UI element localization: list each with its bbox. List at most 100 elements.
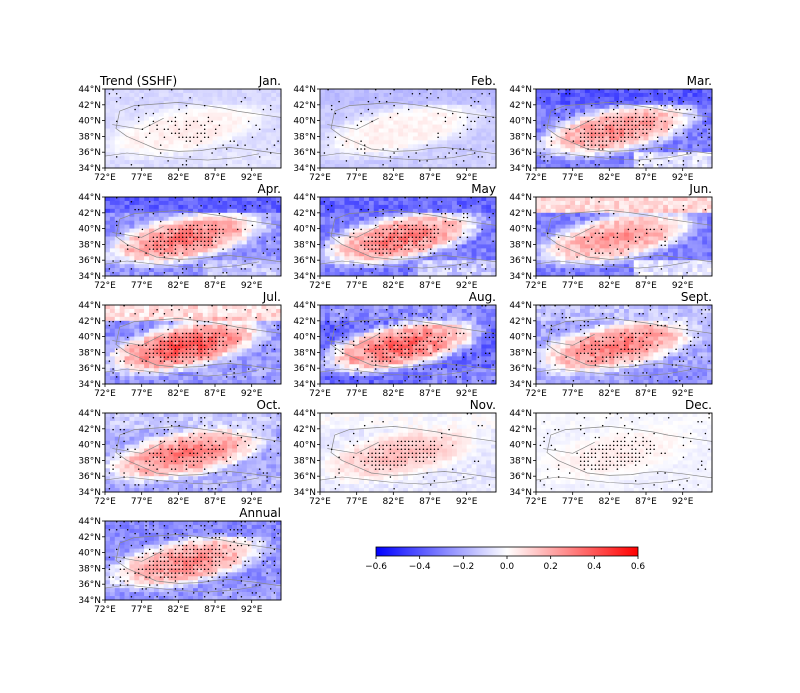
- heatmap-cell: [378, 240, 384, 245]
- heatmap-cell: [609, 244, 615, 249]
- heatmap-cell: [536, 120, 542, 125]
- heatmap-cell: [648, 108, 654, 113]
- heatmap-cell: [388, 244, 394, 249]
- heatmap-cell: [334, 272, 340, 277]
- stipple-dot: [605, 140, 608, 142]
- heatmap-cell: [422, 132, 428, 137]
- heatmap-cell: [432, 164, 438, 169]
- stipple-dot: [470, 148, 472, 150]
- heatmap-cell: [388, 136, 394, 141]
- heatmap-cell: [158, 248, 164, 253]
- heatmap-cell: [320, 248, 326, 253]
- heatmap-cell: [442, 152, 448, 157]
- heatmap-cell: [648, 160, 654, 165]
- heatmap-cell: [364, 144, 370, 149]
- heatmap-cell: [648, 120, 654, 125]
- heatmap-cell: [540, 252, 547, 257]
- heatmap-cell: [545, 216, 551, 221]
- heatmap-cell: [163, 220, 169, 225]
- heatmap-cell: [373, 268, 379, 273]
- heatmap-cell: [344, 120, 350, 125]
- heatmap-cell: [266, 124, 272, 129]
- heatmap-cell: [149, 152, 155, 157]
- heatmap-cell: [334, 128, 340, 133]
- heatmap-cell: [550, 100, 556, 106]
- stipple-dot: [141, 96, 144, 99]
- heatmap-cell: [643, 156, 649, 161]
- heatmap-cell: [364, 197, 370, 202]
- heatmap-cell: [237, 260, 243, 265]
- heatmap-cell: [158, 272, 164, 277]
- heatmap-cell: [452, 144, 458, 149]
- heatmap-cell: [163, 248, 169, 253]
- heatmap-cell: [119, 89, 125, 94]
- heatmap-cell: [349, 248, 355, 253]
- heatmap-cell: [207, 256, 213, 261]
- heatmap-cell: [491, 228, 497, 233]
- stipple-dot: [473, 100, 476, 103]
- heatmap-cell: [594, 216, 600, 221]
- heatmap-cell: [227, 140, 233, 145]
- heatmap-cell: [412, 128, 419, 133]
- heatmap-cell: [668, 89, 674, 94]
- heatmap-cell: [188, 224, 194, 229]
- heatmap-cell: [373, 216, 379, 221]
- heatmap-cell: [324, 260, 331, 265]
- heatmap-cell: [114, 104, 120, 110]
- heatmap-cell: [212, 220, 218, 225]
- heatmap-cell: [359, 197, 365, 202]
- heatmap-cell: [349, 232, 355, 237]
- heatmap-cell: [565, 244, 571, 249]
- heatmap-cell: [354, 124, 360, 129]
- heatmap-cell: [604, 116, 610, 121]
- heatmap-cell: [134, 120, 140, 125]
- heatmap-cell: [368, 148, 375, 153]
- heatmap-cell: [202, 220, 208, 225]
- heatmap-cell: [580, 156, 586, 161]
- heatmap-cell: [271, 272, 277, 277]
- heatmap-cell: [383, 197, 389, 202]
- heatmap-cell: [476, 240, 482, 245]
- heatmap-cell: [334, 220, 340, 225]
- heatmap-cell: [344, 256, 350, 261]
- heatmap-cell: [261, 108, 267, 113]
- heatmap-cell: [241, 89, 248, 94]
- stipple-dot: [415, 224, 417, 227]
- stipple-dot: [407, 248, 410, 250]
- heatmap-cell: [261, 144, 267, 149]
- heatmap-cell: [364, 204, 370, 210]
- stipple-dot: [167, 120, 169, 123]
- heatmap-cell: [619, 140, 625, 145]
- heatmap-cell: [241, 208, 248, 214]
- heatmap-cell: [251, 208, 257, 214]
- heatmap-cell: [555, 272, 561, 277]
- heatmap-cell: [594, 212, 600, 218]
- heatmap-cell: [412, 232, 419, 237]
- heatmap-cell: [188, 156, 194, 161]
- stipple-dot: [396, 236, 399, 239]
- heatmap-cell: [197, 144, 204, 149]
- heatmap-cell: [197, 124, 204, 129]
- heatmap-cell: [403, 112, 409, 117]
- heatmap-cell: [329, 112, 335, 117]
- heatmap-cell: [653, 128, 659, 133]
- heatmap-cell: [339, 152, 345, 157]
- stipple-dot: [426, 240, 428, 242]
- heatmap-cell: [422, 108, 428, 113]
- stipple-dot: [218, 228, 221, 231]
- heatmap-cell: [227, 272, 233, 277]
- heatmap-cell: [481, 232, 487, 237]
- heatmap-cell: [105, 96, 111, 102]
- heatmap-cell: [232, 152, 238, 157]
- heatmap-cell: [276, 220, 282, 225]
- heatmap-cell: [109, 197, 116, 202]
- heatmap-cell: [540, 244, 547, 249]
- heatmap-cell: [702, 104, 708, 110]
- heatmap-cell: [256, 208, 262, 214]
- heatmap-cell: [383, 124, 389, 129]
- heatmap-cell: [344, 156, 350, 161]
- heatmap-cell: [153, 160, 160, 165]
- heatmap-cell: [139, 252, 145, 257]
- heatmap-cell: [540, 224, 547, 229]
- stipple-dot: [587, 156, 589, 158]
